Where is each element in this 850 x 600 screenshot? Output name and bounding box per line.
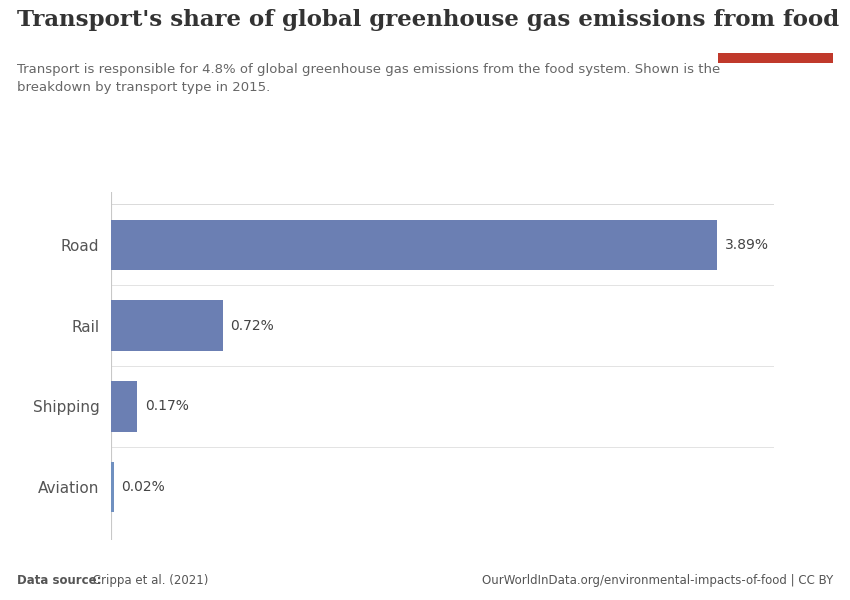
Text: OurWorldInData.org/environmental-impacts-of-food | CC BY: OurWorldInData.org/environmental-impacts… (482, 574, 833, 587)
Text: Transport's share of global greenhouse gas emissions from food: Transport's share of global greenhouse g… (17, 9, 839, 31)
Text: Data source:: Data source: (17, 574, 101, 587)
Bar (110, 301, 223, 350)
Bar (110, 382, 137, 431)
Text: Crippa et al. (2021): Crippa et al. (2021) (89, 574, 208, 587)
Text: 0.02%: 0.02% (122, 481, 165, 494)
Bar (110, 463, 114, 512)
Text: in Data: in Data (755, 35, 796, 46)
Text: 3.89%: 3.89% (725, 238, 769, 251)
Text: 0.17%: 0.17% (144, 400, 189, 413)
Text: Our World: Our World (746, 19, 805, 29)
Text: 0.72%: 0.72% (230, 319, 275, 332)
Text: Transport is responsible for 4.8% of global greenhouse gas emissions from the fo: Transport is responsible for 4.8% of glo… (17, 63, 720, 94)
Bar (110, 220, 717, 269)
Bar (718, 53, 833, 63)
